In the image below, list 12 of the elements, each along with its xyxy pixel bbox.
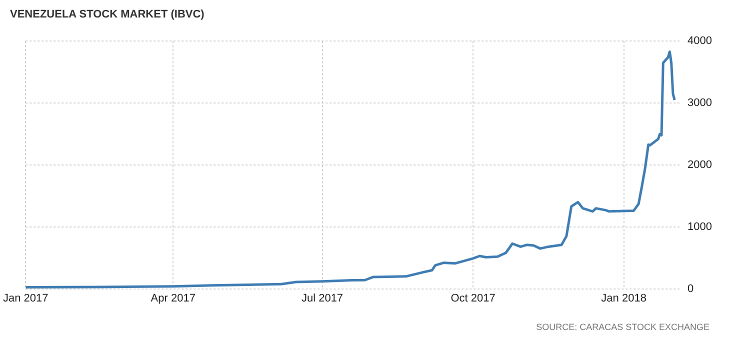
x-tick-label: Apr 2017 bbox=[150, 292, 196, 304]
y-tick-label: 4000 bbox=[688, 35, 712, 48]
y-tick-label: 0 bbox=[688, 282, 694, 295]
x-tick-label: Jul 2017 bbox=[301, 292, 344, 304]
chart-title: VENEZUELA STOCK MARKET (IBVC) bbox=[10, 8, 205, 21]
y-tick-label: 3000 bbox=[688, 97, 712, 110]
y-tick-label: 1000 bbox=[688, 220, 712, 233]
y-tick-label: 2000 bbox=[688, 159, 712, 172]
x-tick-label: Oct 2017 bbox=[450, 292, 496, 304]
source-note: SOURCE: CARACAS STOCK EXCHANGE bbox=[536, 322, 710, 332]
x-tick-label: Jan 2018 bbox=[601, 292, 646, 304]
x-tick-label: Jan 2017 bbox=[3, 292, 48, 304]
